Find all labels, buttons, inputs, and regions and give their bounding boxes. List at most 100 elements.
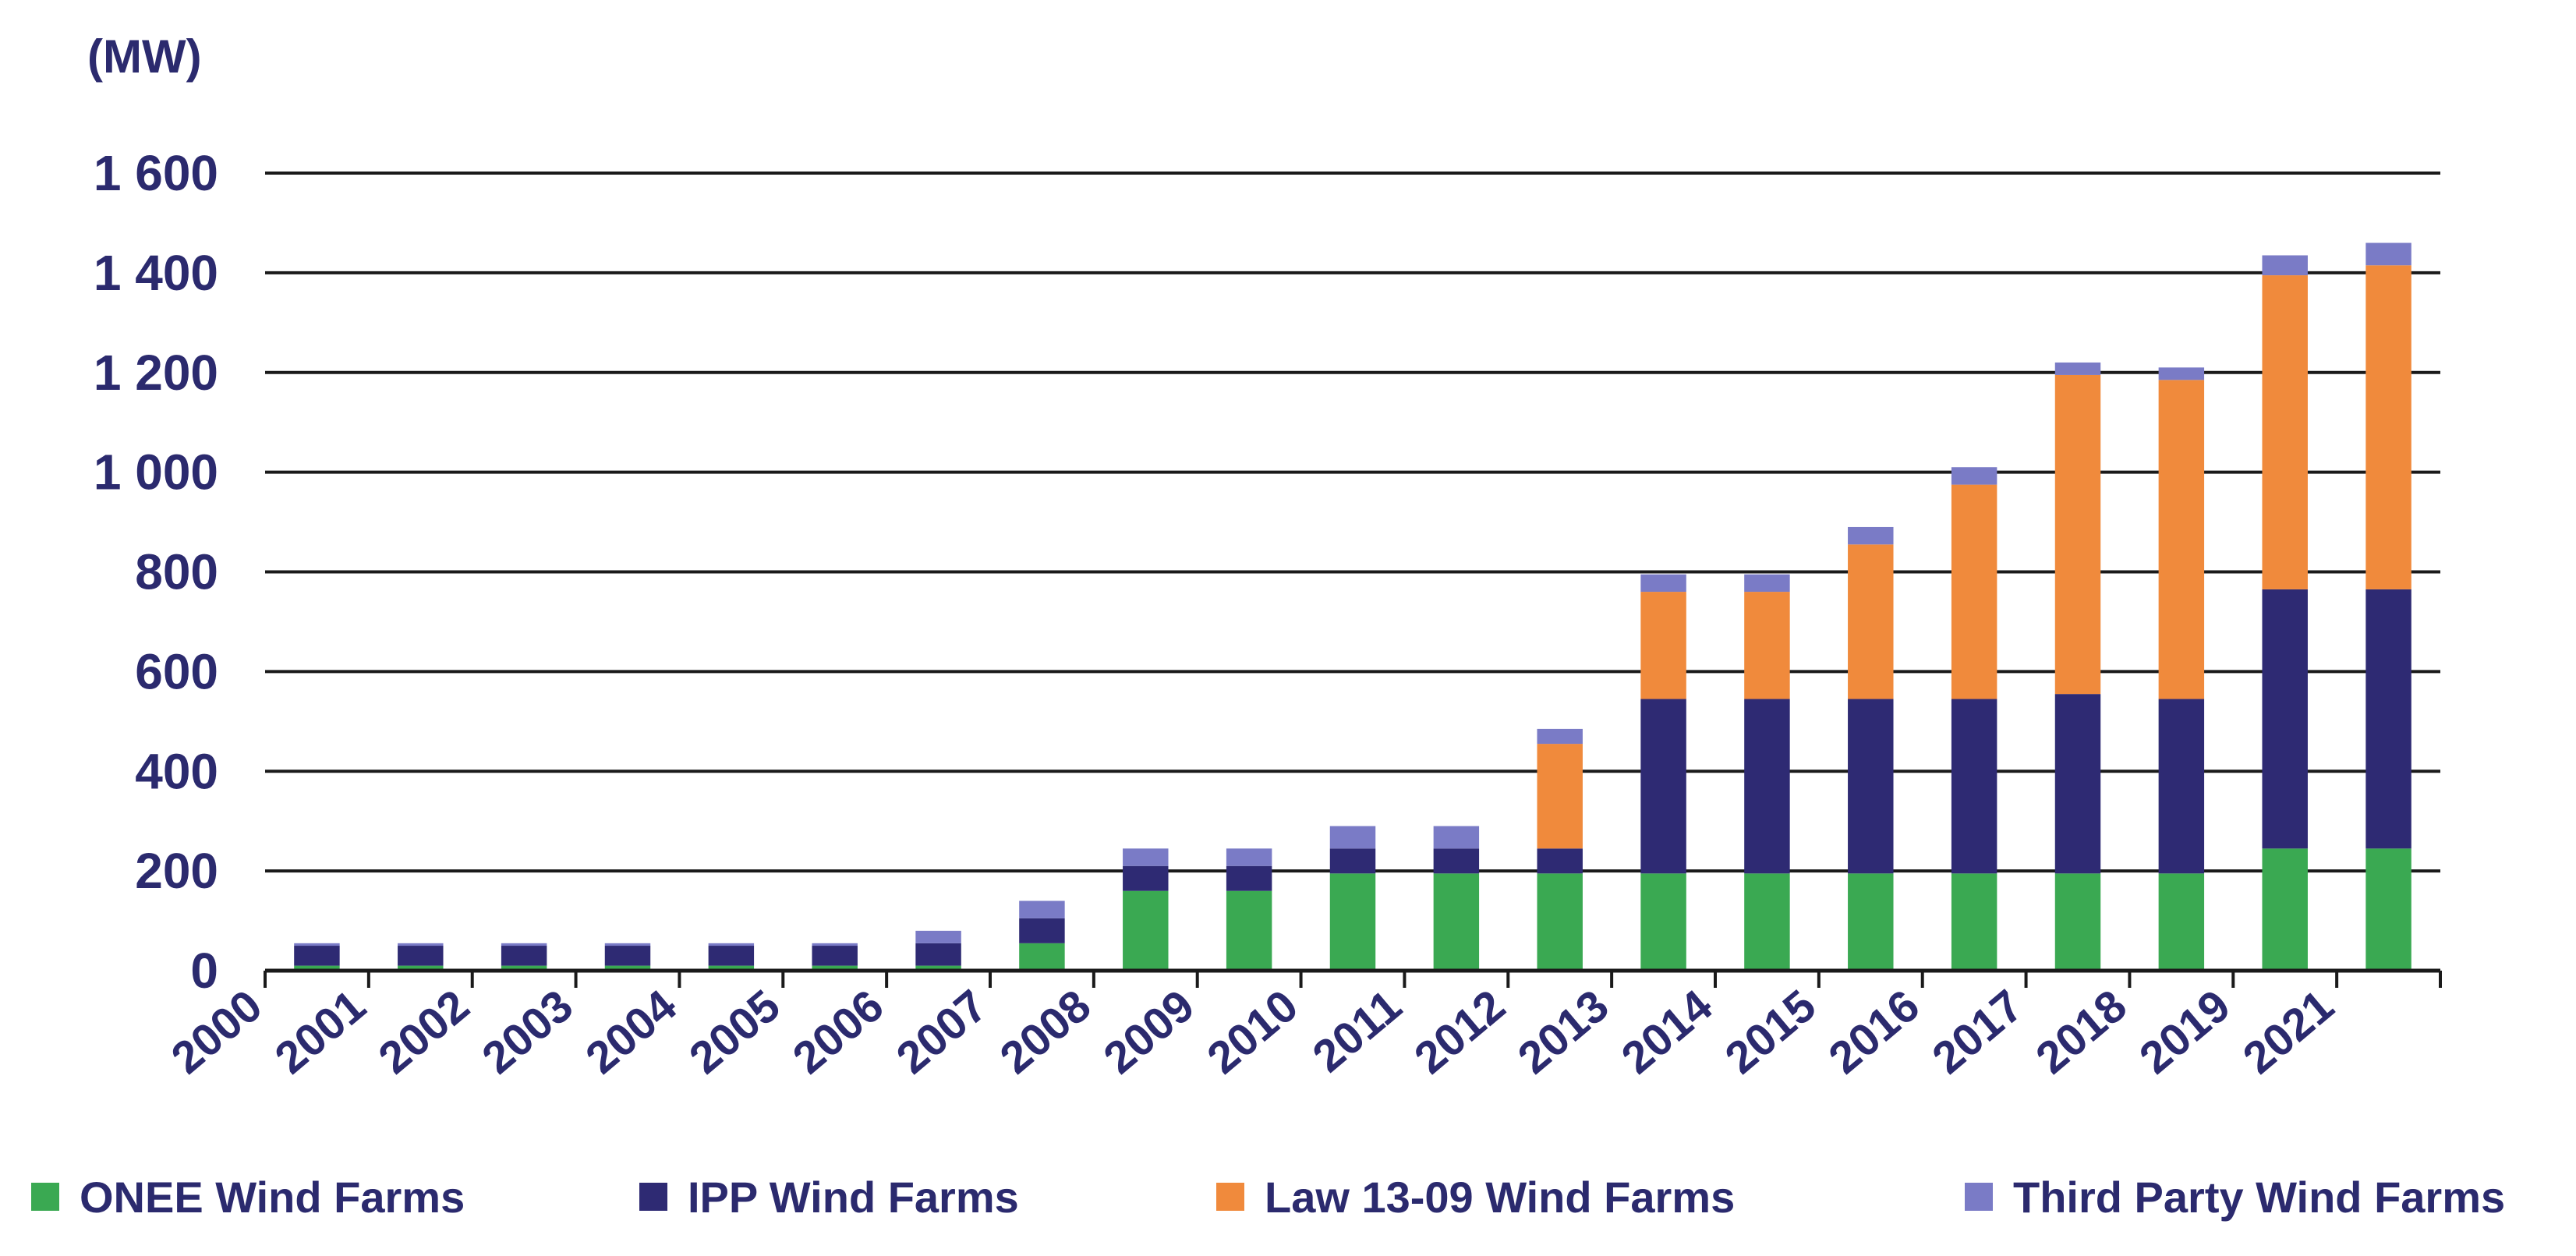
bar-segment-onee-wind-farms xyxy=(294,965,340,971)
x-tick-label: 2017 xyxy=(1923,980,2033,1084)
bar-segment-third-party-wind-farms xyxy=(398,943,444,946)
legend-item: Third Party Wind Farms xyxy=(1965,1173,2505,1222)
bar-segment-third-party-wind-farms xyxy=(1433,826,1480,849)
bar-segment-third-party-wind-farms xyxy=(708,943,755,946)
legend-item: Law 13-09 Wind Farms xyxy=(1216,1173,1735,1222)
x-tick-label: 2021 xyxy=(2234,980,2344,1084)
bars xyxy=(294,242,2411,971)
bar-segment-law-13-09-wind-farms xyxy=(1640,592,1686,699)
bar-segment-ipp-wind-farms xyxy=(1848,699,1894,874)
bar-segment-onee-wind-farms xyxy=(1537,873,1583,971)
legend-swatch xyxy=(31,1183,59,1211)
bar-segment-onee-wind-farms xyxy=(1019,943,1065,971)
bar-segment-ipp-wind-farms xyxy=(1123,865,1169,891)
bar-segment-onee-wind-farms xyxy=(1951,873,1997,971)
x-tick-label: 2013 xyxy=(1509,980,1619,1084)
x-axis xyxy=(264,968,2442,988)
bar-segment-third-party-wind-farms xyxy=(1329,826,1376,849)
x-tick-label: 2016 xyxy=(1819,980,1929,1084)
bar-segment-third-party-wind-farms xyxy=(1123,848,1169,866)
bar-segment-ipp-wind-farms xyxy=(1640,699,1686,874)
y-tick-label: 1 000 xyxy=(94,444,218,501)
x-tick-label: 2015 xyxy=(1716,980,1826,1084)
x-tick-label: 2003 xyxy=(472,980,582,1084)
x-tick-label: 2005 xyxy=(680,980,790,1084)
bar-segment-onee-wind-farms xyxy=(708,965,755,971)
bar-segment-ipp-wind-farms xyxy=(501,946,547,966)
bar-segment-onee-wind-farms xyxy=(915,965,961,971)
bar-segment-onee-wind-farms xyxy=(2054,873,2101,971)
y-tick-label: 1 200 xyxy=(94,345,218,401)
legend-label: Law 13-09 Wind Farms xyxy=(1265,1173,1735,1222)
bar-segment-third-party-wind-farms xyxy=(1019,900,1065,918)
x-tick-label: 2011 xyxy=(1304,980,1411,1082)
bar-segment-ipp-wind-farms xyxy=(915,943,961,966)
x-tick-label: 2001 xyxy=(266,980,376,1084)
x-tick-label: 2018 xyxy=(2026,980,2136,1084)
bar-segment-onee-wind-farms xyxy=(2158,873,2205,971)
bar-segment-onee-wind-farms xyxy=(2365,848,2411,971)
bar-segment-onee-wind-farms xyxy=(398,965,444,971)
bar-segment-onee-wind-farms xyxy=(1329,873,1376,971)
bar-segment-ipp-wind-farms xyxy=(2158,699,2205,874)
bar-segment-third-party-wind-farms xyxy=(501,943,547,946)
bar-segment-third-party-wind-farms xyxy=(915,930,961,943)
bar-segment-ipp-wind-farms xyxy=(1019,918,1065,943)
y-axis-tick-labels: 0 200 400 600 800 1 000 1 200 1 400 1 600 xyxy=(94,145,218,999)
bar-segment-ipp-wind-farms xyxy=(1744,699,1790,874)
legend-label: Third Party Wind Farms xyxy=(2013,1173,2505,1222)
bar-segment-ipp-wind-farms xyxy=(1433,848,1480,874)
bar-segment-law-13-09-wind-farms xyxy=(2054,374,2101,695)
legend-swatch xyxy=(639,1183,667,1211)
legend-item: ONEE Wind Farms xyxy=(31,1173,465,1222)
bar-segment-third-party-wind-farms xyxy=(1951,467,1997,485)
bar-segment-onee-wind-farms xyxy=(501,965,547,971)
y-axis-unit-label: (MW) xyxy=(87,30,202,83)
legend-item: IPP Wind Farms xyxy=(639,1173,1019,1222)
bar-segment-third-party-wind-farms xyxy=(2158,367,2205,380)
y-tick-label: 1 600 xyxy=(94,145,218,201)
bar-segment-ipp-wind-farms xyxy=(294,946,340,966)
x-tick-label: 2002 xyxy=(369,980,479,1084)
bar-segment-ipp-wind-farms xyxy=(1951,699,1997,874)
x-tick-label: 2019 xyxy=(2130,980,2240,1084)
y-tick-label: 0 xyxy=(190,943,218,999)
legend-swatch xyxy=(1216,1183,1244,1211)
bar-segment-law-13-09-wind-farms xyxy=(2262,275,2308,589)
x-tick-label: 2008 xyxy=(991,980,1101,1084)
legend-swatch xyxy=(1965,1183,1993,1211)
bar-segment-law-13-09-wind-farms xyxy=(1744,592,1790,699)
bar-segment-ipp-wind-farms xyxy=(2054,694,2101,874)
x-tick-label: 2010 xyxy=(1198,980,1307,1084)
y-tick-label: 400 xyxy=(135,743,218,799)
bar-segment-law-13-09-wind-farms xyxy=(1848,544,1894,699)
bar-segment-onee-wind-farms xyxy=(1640,873,1686,971)
bar-segment-third-party-wind-farms xyxy=(1226,848,1272,866)
x-axis-tick-labels: 2000200120022003200420052006200720082009… xyxy=(162,980,2344,1084)
y-tick-label: 600 xyxy=(135,643,218,699)
legend: ONEE Wind Farms IPP Wind Farms Law 13-09 W… xyxy=(31,1173,2505,1222)
bar-segment-third-party-wind-farms xyxy=(1744,574,1790,593)
bar-segment-onee-wind-farms xyxy=(1123,890,1169,971)
bar-segment-third-party-wind-farms xyxy=(294,943,340,946)
x-tick-label: 2007 xyxy=(887,980,997,1084)
bar-segment-ipp-wind-farms xyxy=(604,946,651,966)
bar-segment-ipp-wind-farms xyxy=(2365,589,2411,849)
bar-segment-ipp-wind-farms xyxy=(1226,865,1272,891)
bar-segment-onee-wind-farms xyxy=(1744,873,1790,971)
x-tick-label: 2006 xyxy=(784,980,893,1084)
bar-segment-onee-wind-farms xyxy=(1226,890,1272,971)
bar-segment-ipp-wind-farms xyxy=(708,946,755,966)
bar-segment-third-party-wind-farms xyxy=(604,943,651,946)
bar-segment-third-party-wind-farms xyxy=(812,943,858,946)
bar-segment-law-13-09-wind-farms xyxy=(2365,265,2411,589)
bar-segment-onee-wind-farms xyxy=(2262,848,2308,971)
y-tick-label: 800 xyxy=(135,544,218,600)
x-tick-label: 2009 xyxy=(1094,980,1204,1084)
bar-segment-ipp-wind-farms xyxy=(2262,589,2308,849)
bar-segment-onee-wind-farms xyxy=(812,965,858,971)
bar-segment-ipp-wind-farms xyxy=(1329,848,1376,874)
bar-segment-law-13-09-wind-farms xyxy=(1537,744,1583,849)
bar-segment-law-13-09-wind-farms xyxy=(1951,484,1997,699)
bar-segment-ipp-wind-farms xyxy=(812,946,858,966)
